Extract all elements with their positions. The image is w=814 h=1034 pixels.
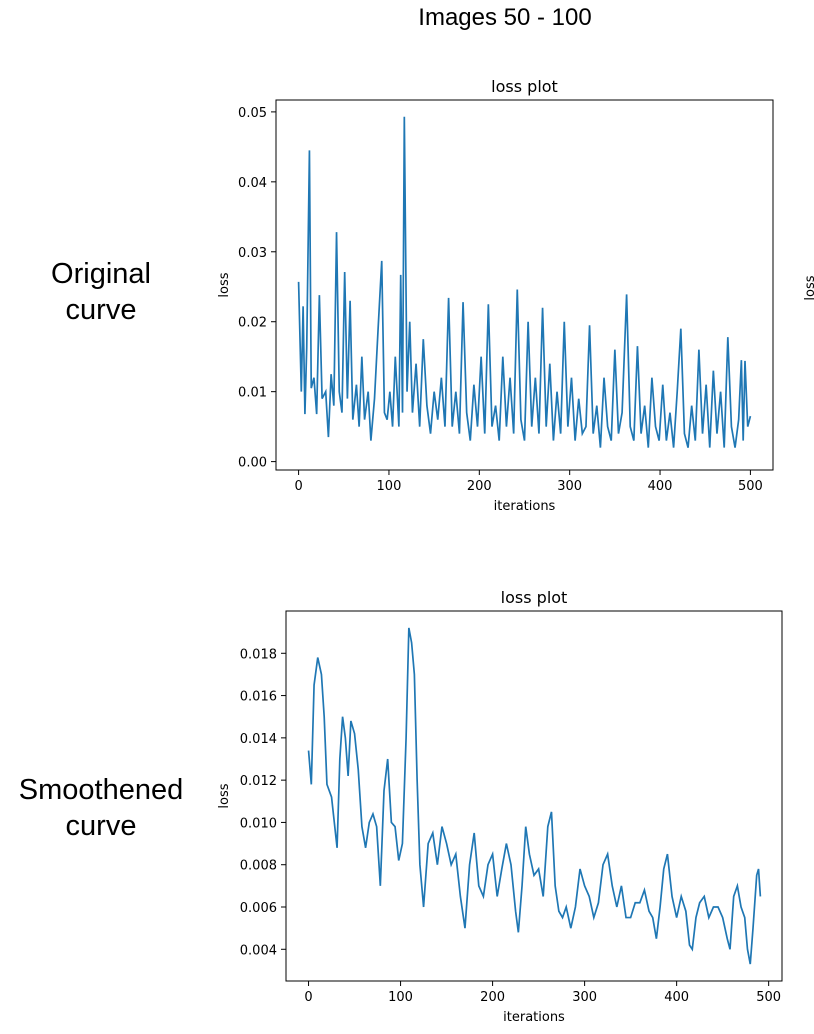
y-tick-label: 0.008 [240, 859, 277, 874]
x-tick-label: 0 [294, 479, 302, 494]
y-tick-label: 0.04 [238, 176, 267, 191]
y-tick-label: 0.014 [240, 732, 277, 747]
y-tick-label: 0.018 [240, 647, 277, 662]
partial-y-label: loss [803, 275, 814, 300]
x-tick-label: 200 [480, 990, 505, 1005]
x-tick-label: 300 [572, 990, 597, 1005]
y-tick-label: 0.004 [240, 943, 277, 958]
x-axis-label: iterations [494, 499, 556, 514]
y-tick-label: 0.010 [240, 816, 277, 831]
x-tick-label: 100 [377, 479, 402, 494]
plot-frame [285, 610, 783, 982]
x-tick-label: 200 [467, 479, 492, 494]
x-tick-label: 100 [388, 990, 413, 1005]
y-axis-label: loss [217, 783, 232, 808]
loss-line [297, 116, 752, 448]
x-tick-label: 500 [756, 990, 781, 1005]
y-tick-label: 0.02 [238, 316, 267, 331]
x-tick-label: 500 [738, 479, 763, 494]
y-tick-label: 0.05 [238, 106, 267, 121]
chart-title: loss plot [491, 77, 558, 96]
y-tick-label: 0.006 [240, 901, 277, 916]
x-tick-label: 0 [304, 990, 312, 1005]
y-tick-label: 0.01 [238, 386, 267, 401]
x-tick-label: 400 [664, 990, 689, 1005]
x-tick-label: 400 [648, 479, 673, 494]
figure-title: Images 50 - 100 [418, 4, 592, 31]
y-tick-label: 0.03 [238, 246, 267, 261]
y-tick-label: 0.00 [238, 456, 267, 471]
plot-frame [275, 99, 774, 471]
chart-title: loss plot [501, 588, 568, 607]
row-label: Original curve [51, 258, 151, 326]
y-axis-label: loss [217, 272, 232, 297]
x-tick-label: 300 [557, 479, 582, 494]
x-axis-label: iterations [503, 1010, 565, 1025]
y-tick-label: 0.016 [240, 690, 277, 705]
loss-line [307, 627, 762, 965]
y-tick-label: 0.012 [240, 774, 277, 789]
row-label: Smoothened curve [18, 774, 184, 842]
